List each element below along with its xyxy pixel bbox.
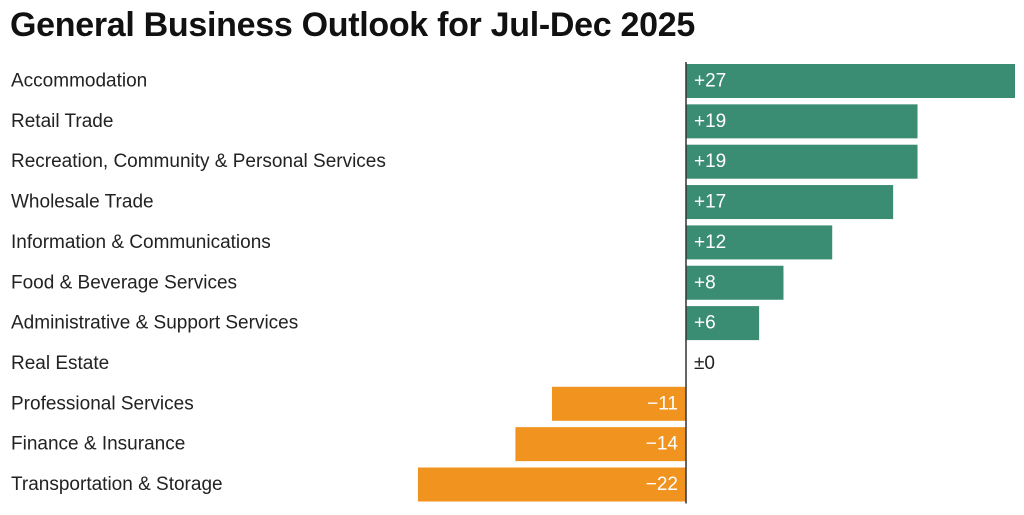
bar-professional-services [551, 386, 686, 421]
bar-information-and-communications [686, 225, 833, 260]
category-label-wholesale-trade: Wholesale Trade [11, 192, 154, 213]
value-label-real-estate: ±0 [694, 353, 715, 374]
value-label-administrative-and-support-services: +6 [694, 313, 716, 334]
value-label-retail-trade: +19 [694, 111, 726, 132]
bar-food-and-beverage-services [686, 265, 784, 300]
bar-accommodation [686, 64, 1015, 98]
category-label-recreation-community-and-personal-services: Recreation, Community & Personal Service… [11, 151, 386, 172]
bar-wholesale-trade [686, 185, 894, 220]
category-label-transportation-and-storage: Transportation & Storage [11, 474, 223, 495]
value-label-wholesale-trade: +17 [694, 192, 726, 213]
category-label-professional-services: Professional Services [11, 393, 194, 414]
category-label-accommodation: Accommodation [11, 71, 147, 92]
bar-transportation-and-storage [417, 467, 686, 502]
category-label-food-and-beverage-services: Food & Beverage Services [11, 272, 237, 293]
value-label-finance-and-insurance: −14 [646, 434, 679, 455]
category-label-information-and-communications: Information & Communications [11, 232, 271, 253]
value-label-food-and-beverage-services: +8 [694, 272, 716, 293]
value-label-information-and-communications: +12 [694, 232, 726, 253]
chart-title: General Business Outlook for Jul-Dec 202… [10, 6, 695, 44]
value-label-transportation-and-storage: −22 [646, 474, 678, 495]
category-label-real-estate: Real Estate [11, 353, 109, 374]
bars [417, 64, 1015, 502]
category-labels: Accommodation Retail Trade Recreation, Com… [11, 71, 386, 496]
category-label-administrative-and-support-services: Administrative & Support Services [11, 313, 298, 334]
bar-finance-and-insurance [515, 427, 686, 462]
value-label-recreation-community-and-personal-services: +19 [694, 151, 726, 172]
value-label-accommodation: +27 [694, 71, 726, 92]
category-label-retail-trade: Retail Trade [11, 111, 113, 132]
category-label-finance-and-insurance: Finance & Insurance [11, 434, 185, 455]
bar-administrative-and-support-services [686, 306, 760, 341]
bar-recreation-community-and-personal-services [686, 144, 918, 179]
bar-retail-trade [686, 104, 918, 139]
bar-value-labels: +27 +19 +19 +17 +12 +8 +6 ±0 −11 −14 −22 [646, 71, 726, 496]
value-label-professional-services: −11 [647, 393, 678, 414]
